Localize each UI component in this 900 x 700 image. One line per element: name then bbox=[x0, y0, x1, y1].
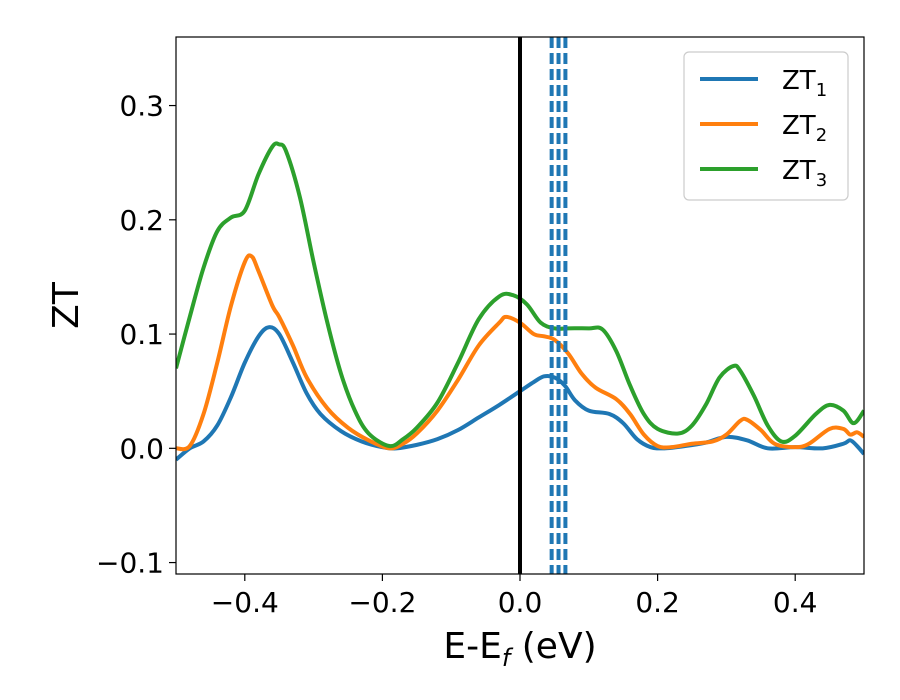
y-tick-label: 0.2 bbox=[119, 204, 164, 237]
y-tick-label: −0.1 bbox=[96, 547, 164, 580]
legend-box bbox=[683, 51, 849, 201]
x-axis-label: E-Ef (eV) bbox=[443, 626, 596, 672]
series-line-zt2 bbox=[176, 253, 864, 452]
plot-content bbox=[176, 37, 864, 574]
y-tick-label: 0.3 bbox=[119, 90, 164, 123]
legend-label-main: ZT bbox=[782, 66, 816, 96]
legend-label-main: ZT bbox=[782, 111, 816, 141]
y-tick-label: 0.0 bbox=[119, 432, 164, 465]
x-tick-label: 0.4 bbox=[773, 586, 818, 619]
y-tick-label: 0.1 bbox=[119, 318, 164, 351]
x-tick-label: 0.2 bbox=[635, 586, 680, 619]
x-tick-label: −0.4 bbox=[211, 586, 279, 619]
legend-label-subscript: 1 bbox=[816, 80, 827, 101]
legend-label-zt2: ZT2 bbox=[782, 111, 827, 146]
series-line-zt3 bbox=[176, 141, 864, 449]
x-axis-label-main: E-E bbox=[443, 626, 501, 667]
y-axis-label: ZT bbox=[46, 281, 87, 329]
legend-label-subscript: 2 bbox=[816, 125, 827, 146]
legend-label-subscript: 3 bbox=[816, 170, 827, 191]
legend-label-zt1: ZT1 bbox=[782, 66, 827, 101]
series-line-zt1 bbox=[176, 325, 864, 462]
legend-label-main: ZT bbox=[782, 156, 816, 186]
x-axis-label-unit: (eV) bbox=[510, 626, 596, 667]
plot-area bbox=[176, 37, 864, 574]
legend-label-zt3: ZT3 bbox=[782, 156, 827, 191]
x-tick-label: 0.0 bbox=[498, 586, 543, 619]
axis-ticks: −0.4 −0.2 0.0 0.2 0.4 −0.1 0.0 0.1 0.2 0.3 bbox=[96, 90, 817, 619]
x-tick-label: −0.2 bbox=[348, 586, 416, 619]
